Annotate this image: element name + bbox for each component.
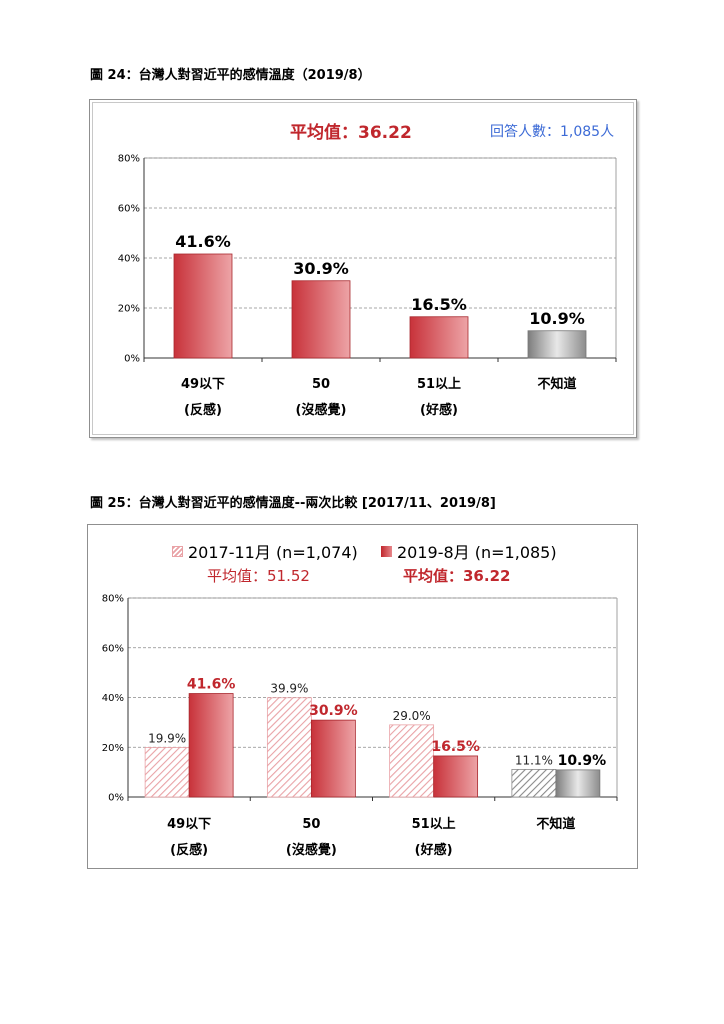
x-category-label: (好感): [415, 842, 453, 858]
data-label: 10.9%: [529, 309, 585, 328]
bar: [173, 253, 233, 359]
x-category-label: (好感): [420, 402, 458, 418]
data-label: 41.6%: [175, 232, 231, 251]
data-label-2017: 19.9%: [148, 731, 186, 745]
x-category-label: 不知道: [536, 816, 575, 832]
legend-label-2019: 2019-8月 (n=1,085): [397, 543, 557, 562]
figure25-caption: 圖 25：台灣人對習近平的感情溫度--兩次比較 [2017/11、2019/8]: [90, 496, 496, 511]
x-category-label: 51以上: [412, 817, 456, 832]
data-label-2019: 10.9%: [558, 753, 607, 769]
y-tick-label: 0%: [124, 354, 140, 365]
data-label-2019: 41.6%: [187, 677, 236, 693]
bar-2019: [555, 769, 601, 798]
bar-2019: [433, 755, 479, 798]
y-tick-label: 20%: [102, 743, 124, 754]
x-category-label: (沒感覺): [296, 402, 347, 418]
bar-2017: [511, 768, 557, 798]
x-category-label: (反感): [170, 842, 208, 858]
bar-2017: [389, 724, 435, 798]
data-label: 16.5%: [411, 295, 467, 314]
legend-swatch-2019: [381, 545, 392, 557]
figure24-caption: 圖 24：台灣人對習近平的感情溫度（2019/8）: [90, 68, 371, 83]
bar-2017: [144, 747, 190, 798]
bar: [291, 280, 351, 359]
y-tick-label: 0%: [108, 793, 124, 804]
x-category-label: 50: [312, 377, 330, 392]
data-label: 30.9%: [293, 259, 349, 278]
legend-label-2017: 2017-11月 (n=1,074): [188, 543, 358, 562]
bar-2017: [266, 697, 312, 798]
x-category-label: (反感): [184, 402, 222, 418]
legend-item-2017: 2017-11月 (n=1,074): [172, 539, 358, 563]
y-tick-label: 40%: [102, 693, 124, 704]
average-2017: 平均值：51.52: [207, 567, 310, 585]
x-category-label: 50: [302, 817, 320, 832]
y-tick-label: 40%: [118, 254, 140, 265]
data-label-2017: 39.9%: [270, 682, 308, 696]
data-label-2017: 29.0%: [393, 709, 431, 723]
legend-item-2019: 2019-8月 (n=1,085): [381, 539, 557, 563]
bar-2019: [310, 719, 356, 798]
x-category-label: (沒感覺): [286, 842, 337, 858]
bar: [527, 330, 587, 359]
x-category-label: 不知道: [537, 376, 576, 392]
legend-swatch-2017: [172, 545, 183, 557]
bar: [409, 316, 469, 359]
data-label-2019: 30.9%: [309, 703, 358, 719]
y-tick-label: 60%: [118, 204, 140, 215]
figure25-frame: [87, 524, 638, 869]
bar-2019: [188, 693, 234, 798]
data-label-2019: 16.5%: [431, 739, 480, 755]
y-tick-label: 80%: [118, 154, 140, 165]
average-2019: 平均值：36.22: [403, 567, 511, 585]
x-category-label: 51以上: [417, 377, 461, 392]
x-category-label: 49以下: [167, 817, 211, 832]
figure24-average: 平均值：36.22: [290, 123, 412, 143]
y-tick-label: 60%: [102, 643, 124, 654]
data-label-2017: 11.1%: [515, 753, 553, 767]
y-tick-label: 80%: [102, 594, 124, 605]
figure24-respondents: 回答人數：1,085人: [490, 124, 615, 140]
y-tick-label: 20%: [118, 304, 140, 315]
x-category-label: 49以下: [181, 377, 225, 392]
